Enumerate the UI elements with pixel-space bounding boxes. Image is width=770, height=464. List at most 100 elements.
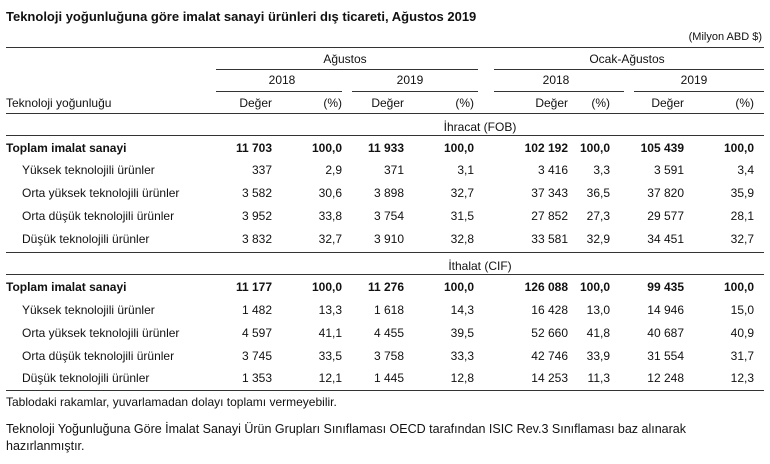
row-label: Toplam imalat sanayi bbox=[6, 141, 127, 155]
cell: 29 577 bbox=[647, 209, 684, 223]
cell: 337 bbox=[251, 163, 272, 177]
cell: 371 bbox=[383, 163, 404, 177]
row-label: Orta yüksek teknolojili ürünler bbox=[22, 326, 180, 340]
rule bbox=[216, 91, 342, 92]
year-header: 2018 bbox=[542, 73, 570, 87]
cell: 100,0 bbox=[579, 141, 610, 155]
cell: 16 428 bbox=[531, 303, 568, 317]
cell: 40 687 bbox=[647, 326, 684, 340]
cell: 12 248 bbox=[647, 371, 684, 385]
row-label: Orta yüksek teknolojili ürünler bbox=[22, 186, 180, 200]
column-header: Değer bbox=[239, 96, 272, 110]
cell: 33,9 bbox=[586, 349, 610, 363]
cell: 30,6 bbox=[318, 186, 342, 200]
cell: 100,0 bbox=[311, 280, 342, 294]
column-header: (%) bbox=[455, 96, 474, 110]
rule bbox=[494, 69, 764, 70]
cell: 34 451 bbox=[647, 232, 684, 246]
cell: 100,0 bbox=[723, 280, 754, 294]
row-label: Düşük teknolojili ürünler bbox=[22, 232, 150, 246]
cell: 11 276 bbox=[367, 280, 404, 294]
year-header: 2019 bbox=[396, 73, 424, 87]
cell: 11 933 bbox=[367, 141, 404, 155]
cell: 15,0 bbox=[730, 303, 754, 317]
rule bbox=[494, 91, 624, 92]
cell: 41,1 bbox=[318, 326, 342, 340]
cell: 1 353 bbox=[241, 371, 272, 385]
cell: 3 416 bbox=[537, 163, 568, 177]
cell: 3 898 bbox=[373, 186, 404, 200]
cell: 3 832 bbox=[241, 232, 272, 246]
cell: 126 088 bbox=[524, 280, 568, 294]
rule bbox=[6, 390, 764, 391]
cell: 2,9 bbox=[325, 163, 342, 177]
cell: 32,7 bbox=[318, 232, 342, 246]
cell: 100,0 bbox=[311, 141, 342, 155]
cell: 100,0 bbox=[443, 141, 474, 155]
cell: 3 754 bbox=[373, 209, 404, 223]
row-label: Yüksek teknolojili ürünler bbox=[22, 303, 155, 317]
cell: 4 597 bbox=[241, 326, 272, 340]
cell: 3 745 bbox=[241, 349, 272, 363]
section-label: İthalat (CIF) bbox=[448, 259, 512, 273]
cell: 36,5 bbox=[586, 186, 610, 200]
cell: 3 952 bbox=[241, 209, 272, 223]
cell: 41,8 bbox=[586, 326, 610, 340]
cell: 14 253 bbox=[531, 371, 568, 385]
note: Tablodaki rakamlar, yuvarlamadan dolayı … bbox=[6, 395, 337, 409]
rule bbox=[216, 69, 478, 70]
cell: 27,3 bbox=[586, 209, 610, 223]
cell: 105 439 bbox=[640, 141, 684, 155]
column-header: Değer bbox=[535, 96, 568, 110]
cell: 13,3 bbox=[318, 303, 342, 317]
cell: 52 660 bbox=[531, 326, 568, 340]
cell: 13,0 bbox=[586, 303, 610, 317]
cell: 12,3 bbox=[730, 371, 754, 385]
cell: 32,8 bbox=[450, 232, 474, 246]
cell: 39,5 bbox=[450, 326, 474, 340]
row-label-header: Teknoloji yoğunluğu bbox=[6, 96, 112, 110]
cell: 3 910 bbox=[373, 232, 404, 246]
cell: 42 746 bbox=[531, 349, 568, 363]
cell: 37 820 bbox=[647, 186, 684, 200]
rule bbox=[6, 113, 764, 114]
section-label: İhracat (FOB) bbox=[443, 120, 517, 134]
cell: 11,3 bbox=[587, 371, 610, 385]
cell: 11 703 bbox=[235, 141, 272, 155]
rule bbox=[6, 135, 764, 136]
rule bbox=[352, 91, 478, 92]
cell: 4 455 bbox=[373, 326, 404, 340]
column-header: (%) bbox=[591, 96, 610, 110]
rule bbox=[634, 91, 764, 92]
cell: 99 435 bbox=[647, 280, 684, 294]
cell: 33 581 bbox=[531, 232, 568, 246]
cell: 31,7 bbox=[730, 349, 754, 363]
group-header: Ocak-Ağustos bbox=[589, 52, 665, 66]
cell: 100,0 bbox=[579, 280, 610, 294]
column-header: (%) bbox=[735, 96, 754, 110]
rule bbox=[6, 274, 764, 275]
title: Teknoloji yoğunluğuna göre imalat sanayi… bbox=[6, 9, 477, 24]
cell: 35,9 bbox=[730, 186, 754, 200]
cell: 12,1 bbox=[318, 371, 342, 385]
cell: 31,5 bbox=[450, 209, 474, 223]
cell: 1 445 bbox=[373, 371, 404, 385]
column-header: (%) bbox=[323, 96, 342, 110]
year-header: 2019 bbox=[680, 73, 708, 87]
cell: 40,9 bbox=[730, 326, 754, 340]
cell: 3 758 bbox=[373, 349, 404, 363]
cell: 33,8 bbox=[318, 209, 342, 223]
cell: 32,7 bbox=[450, 186, 474, 200]
cell: 11 177 bbox=[235, 280, 272, 294]
cell: 14 946 bbox=[647, 303, 684, 317]
row-label: Orta düşük teknolojili ürünler bbox=[22, 209, 175, 223]
cell: 102 192 bbox=[524, 141, 568, 155]
cell: 33,3 bbox=[450, 349, 474, 363]
cell: 14,3 bbox=[450, 303, 474, 317]
cell: 3 591 bbox=[653, 163, 684, 177]
cell: 28,1 bbox=[730, 209, 754, 223]
cell: 3,1 bbox=[457, 163, 474, 177]
cell: 32,9 bbox=[586, 232, 610, 246]
cell: 37 343 bbox=[531, 186, 568, 200]
